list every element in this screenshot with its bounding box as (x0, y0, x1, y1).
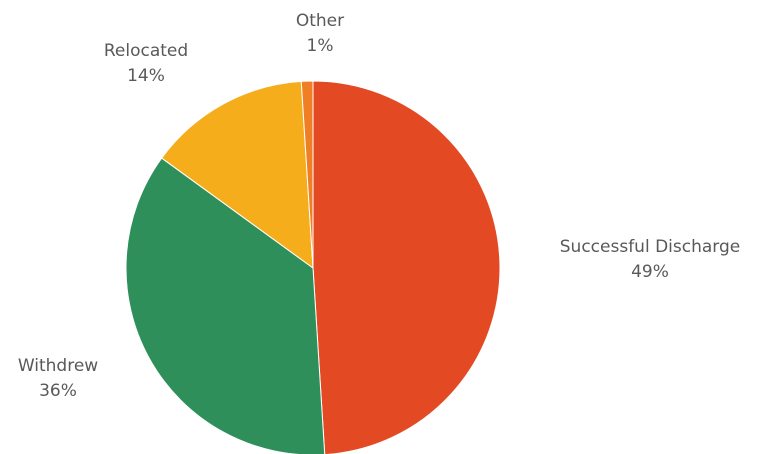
pie-slice-successful-discharge (312, 80, 501, 454)
pie-slice-withdrew (125, 157, 326, 454)
pie-slice-other (300, 80, 314, 269)
slices (125, 80, 501, 454)
data-label-value-other: 1% (307, 36, 334, 56)
data-label-name-relocated: Relocated (104, 41, 188, 61)
data-label-value-relocated: 14% (127, 66, 165, 86)
data-label-value-withdrew: 36% (39, 381, 77, 401)
data-label-value-successful-discharge: 49% (631, 262, 669, 282)
data-labels: Successful Discharge 49% Withdrew 36% Reloca… (18, 11, 740, 401)
data-label-name-withdrew: Withdrew (18, 356, 98, 376)
data-label-name-successful-discharge: Successful Discharge (560, 237, 740, 257)
data-label-name-other: Other (296, 11, 344, 31)
pie-slice-relocated (161, 80, 314, 270)
